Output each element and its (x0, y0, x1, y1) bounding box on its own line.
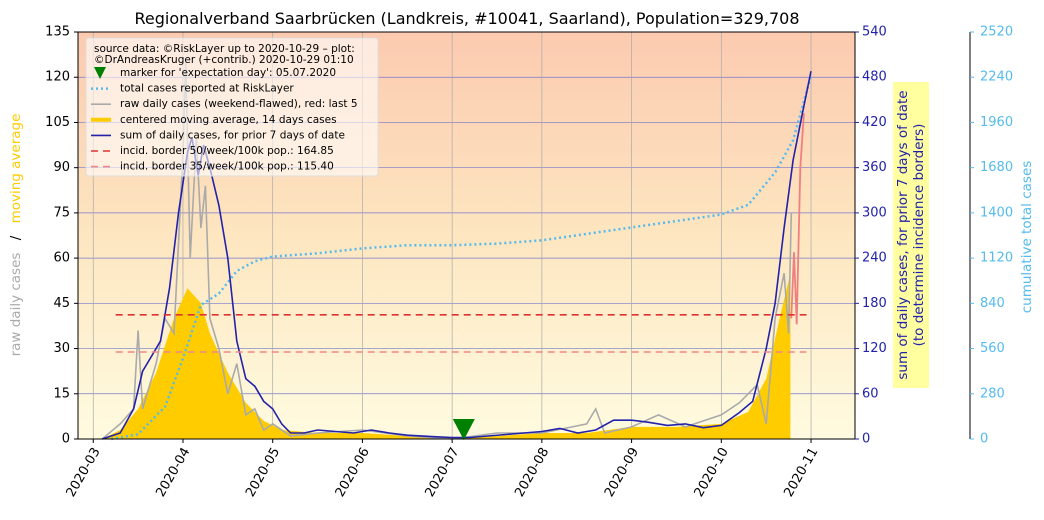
y3-tick-label: 2240 (980, 70, 1013, 85)
line (101, 62, 793, 440)
y2-label: (to determine incidence borders) (911, 124, 927, 347)
y-tick-label: 75 (53, 205, 70, 220)
x-tick-label: 2020-11 (781, 445, 821, 500)
y3-tick-label: 0 (980, 432, 988, 447)
legend-source: source data: ©RiskLayer up to 2020-10-29… (94, 43, 355, 55)
legend-label: total cases reported at RiskLayer (120, 83, 294, 95)
x-tick-label: 2020-07 (422, 445, 462, 500)
y2-tick-label: 120 (862, 341, 887, 356)
y3-tick-label: 1120 (980, 251, 1013, 266)
y2-tick-label: 360 (862, 160, 887, 175)
legend-label: marker for 'expectation day': 05.07.2020 (120, 67, 336, 79)
legend: source data: ©RiskLayer up to 2020-10-29… (85, 37, 379, 177)
y2-tick-label: 60 (862, 386, 879, 401)
y-tick-label: 0 (62, 432, 70, 447)
y3-tick-label: 560 (980, 341, 1005, 356)
y2-tick-label: 0 (862, 432, 870, 447)
legend-box (85, 37, 379, 177)
x-tick-label: 2020-06 (333, 445, 373, 500)
y-tick-label: 90 (53, 160, 70, 175)
y3-tick-label: 1400 (980, 205, 1013, 220)
y-tick-label: 60 (53, 251, 70, 266)
plot (101, 62, 813, 441)
y2-label: sum of daily cases, for prior 7 days of … (895, 90, 911, 379)
y-label-part: / (8, 235, 24, 240)
highlight-line (790, 113, 805, 325)
plot-frame (77, 31, 856, 440)
line (110, 75, 813, 441)
y3-tick-label: 1680 (980, 160, 1013, 175)
y-tick-label: 135 (45, 25, 70, 40)
x-tick-label: 2020-08 (512, 445, 552, 500)
y2-tick-label: 180 (862, 296, 887, 311)
x-tick-label: 2020-04 (153, 445, 193, 500)
legend-source: ©DrAndreasKruger (+contrib.) 2020-10-29 … (94, 54, 354, 66)
y2-tick-label: 300 (862, 205, 887, 220)
y2-tick-label: 240 (862, 251, 887, 266)
legend-label: incid. border 35/week/100k pop.: 115.40 (120, 161, 334, 173)
y3-tick-label: 1960 (980, 115, 1013, 130)
y-label-part: moving average (8, 114, 24, 224)
y2-label-box (893, 82, 929, 388)
x-tick-label: 2020-10 (692, 445, 732, 500)
y-tick-label: 105 (45, 115, 70, 130)
x-tick-label: 2020-09 (602, 445, 642, 500)
y3-label: cumulative total cases (1019, 161, 1035, 314)
y3-tick-label: 2520 (980, 25, 1013, 40)
y2-tick-label: 420 (862, 115, 887, 130)
y-label-part: raw daily cases (8, 253, 24, 357)
y-label: raw daily cases / moving average (8, 114, 24, 357)
y2-tick-label: 480 (862, 70, 887, 85)
legend-label: centered moving average, 14 days cases (120, 114, 337, 126)
legend-label: raw daily cases (weekend-flawed), red: l… (120, 98, 358, 110)
y2-tick-label: 540 (862, 25, 887, 40)
y-tick-label: 45 (53, 296, 70, 311)
y3-tick-label: 280 (980, 386, 1005, 401)
legend-marker (94, 67, 106, 79)
marker (452, 418, 475, 440)
chart-title: Regionalverband Saarbrücken (Landkreis, … (135, 9, 800, 28)
x-tick-label: 2020-03 (64, 445, 104, 500)
legend-label: sum of daily cases, for prior 7 days of … (120, 129, 345, 141)
y-tick-label: 120 (45, 70, 70, 85)
y-tick-label: 15 (53, 386, 70, 401)
x-tick-label: 2020-05 (243, 445, 283, 500)
y3-tick-label: 840 (980, 296, 1005, 311)
y-tick-label: 30 (53, 341, 70, 356)
area (102, 273, 791, 439)
legend-label: incid. border 50/week/100k pop.: 164.85 (120, 145, 334, 157)
